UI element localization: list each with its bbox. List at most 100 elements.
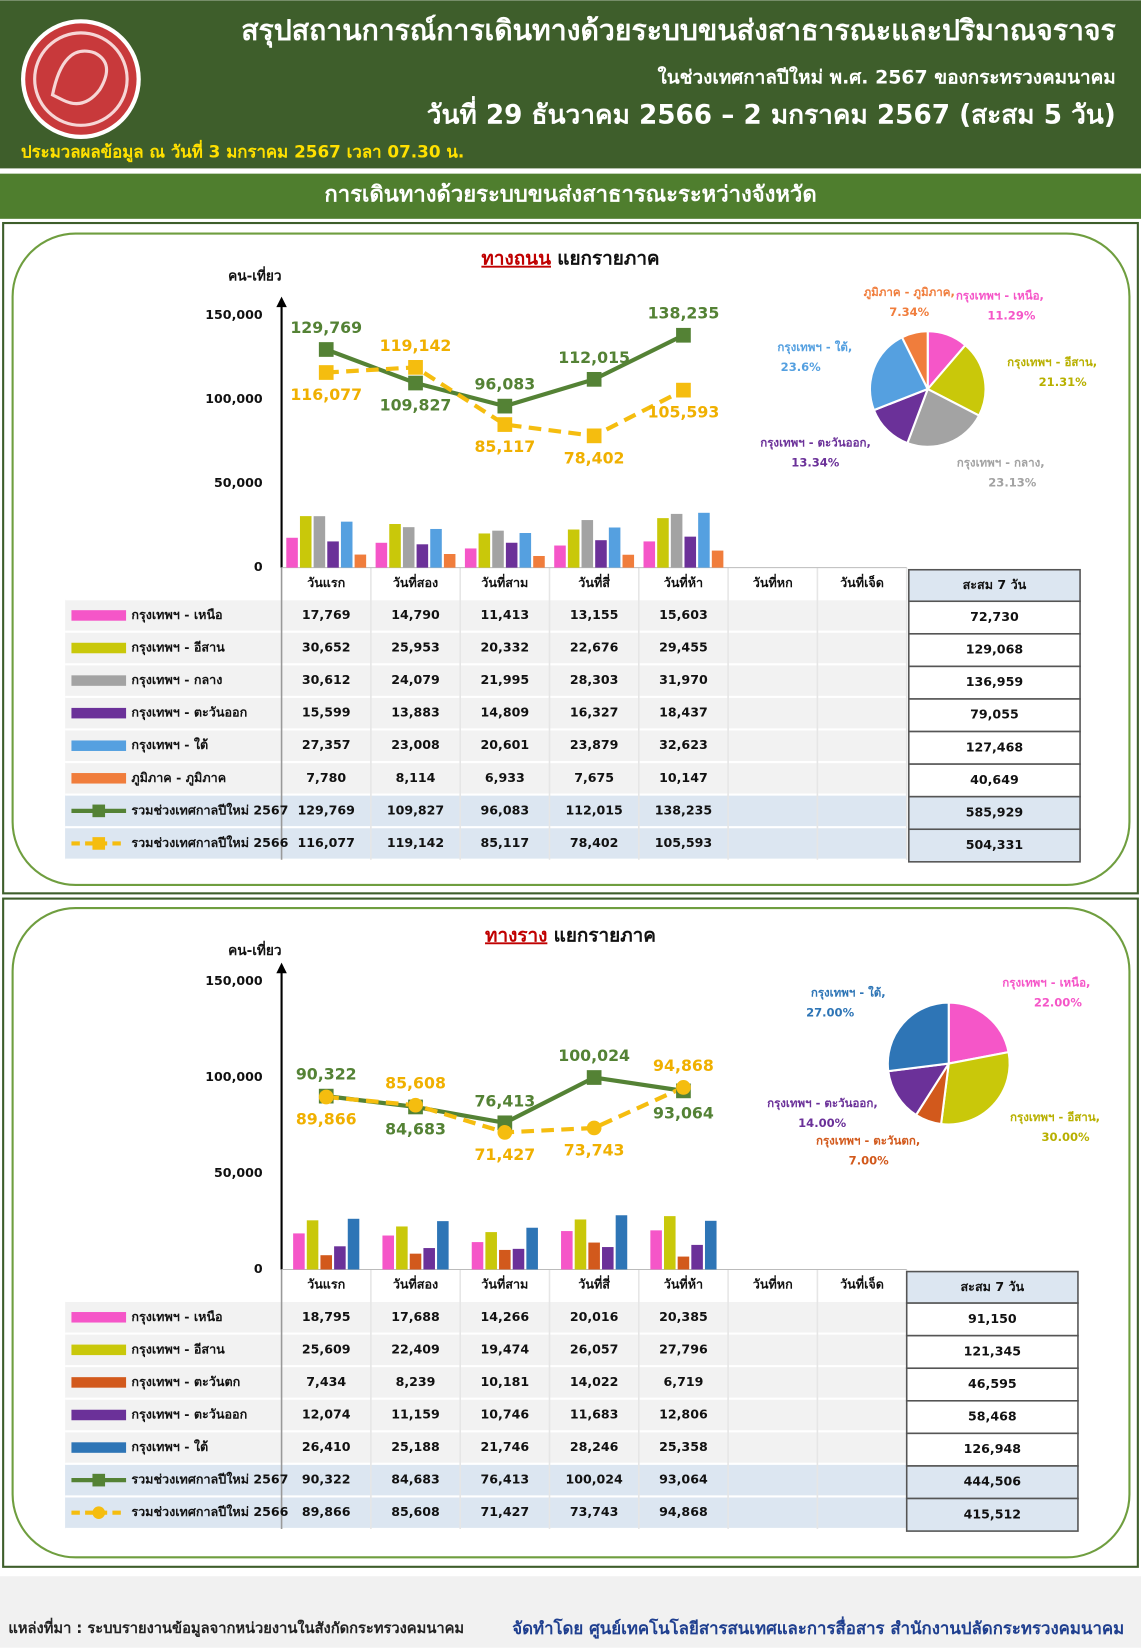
data-label: 96,083: [474, 375, 535, 394]
table-cell: 25,953: [391, 640, 440, 655]
legend-label: รวมช่วงเทศกาลปีใหม่ 2566: [131, 1504, 288, 1519]
bar: [320, 1255, 333, 1270]
legend-label: รวมช่วงเทศกาลปีใหม่ 2567: [131, 802, 288, 817]
y-tick-label: 100,000: [205, 391, 263, 406]
marker: [586, 1120, 602, 1136]
table-cell: 85,117: [481, 835, 530, 850]
bar: [423, 1248, 435, 1270]
legend-swatch: [71, 610, 127, 621]
table-cell: 90,322: [302, 1472, 351, 1487]
table-cell: 27,357: [302, 737, 351, 752]
bar: [334, 1246, 346, 1270]
table-row-bg: [65, 1463, 907, 1497]
table-cell: 24,079: [391, 672, 440, 687]
y-tick-label: 0: [254, 1261, 263, 1276]
data-label: 78,402: [564, 448, 625, 467]
data-label: 129,769: [290, 318, 362, 337]
legend-label: กรุงเทพฯ - อีสาน: [131, 640, 225, 656]
marker: [408, 1097, 423, 1113]
bar: [416, 544, 429, 568]
x-tick-label: วันที่สี่: [578, 573, 610, 590]
total-value: 46,595: [968, 1376, 1017, 1391]
marker: [497, 1125, 513, 1140]
table-cell: 89,866: [302, 1504, 351, 1519]
legend-label: กรุงเทพฯ - ตะวันตก: [131, 1374, 240, 1390]
bar: [437, 1221, 449, 1270]
bar: [561, 1231, 573, 1270]
marker: [318, 342, 334, 357]
bar: [293, 1233, 305, 1270]
table-row-bg: [65, 794, 907, 828]
data-label: 90,322: [296, 1065, 357, 1084]
total-cell: [908, 600, 1081, 635]
data-label: 93,064: [653, 1103, 714, 1122]
table-cell: 14,266: [481, 1309, 530, 1324]
pie-value-label: 13.34%: [791, 456, 840, 470]
table-cell: 7,675: [574, 770, 614, 785]
bar: [608, 527, 621, 568]
pie-label: กรุงเทพฯ - เหนือ,: [1002, 975, 1090, 990]
total-value: 121,345: [964, 1343, 1021, 1358]
table-cell: 78,402: [570, 835, 619, 850]
table-cell: 25,358: [659, 1439, 708, 1454]
total-cell: [905, 1302, 1079, 1337]
header-title: สรุปสถานการณ์การเดินทางด้วยระบบขนส่งสาธา…: [241, 14, 1116, 48]
bar: [430, 528, 442, 568]
table-cell: 100,024: [565, 1472, 623, 1487]
total-cell: [908, 730, 1081, 765]
data-label: 76,413: [474, 1091, 535, 1110]
y-tick-label: 50,000: [214, 1165, 263, 1180]
legend-swatch: [71, 642, 127, 654]
bar: [492, 530, 504, 568]
legend-label: ภูมิภาค - ภูมิภาค: [131, 770, 226, 786]
footer-source: แหล่งที่มา : ระบบรายงานข้อมูลจากหน่วยงาน…: [8, 1617, 464, 1638]
table-cell: 14,022: [570, 1374, 619, 1389]
legend-marker: [92, 1506, 106, 1520]
y-axis-label: คน-เที่ยว: [228, 940, 281, 959]
x-tick-label: วันที่ห้า: [664, 1275, 703, 1292]
bar: [464, 548, 477, 568]
total-header: สะสม 7 วัน: [963, 577, 1027, 592]
bar: [691, 1244, 703, 1270]
total-cell: [908, 828, 1081, 863]
marker: [318, 1089, 334, 1105]
bar: [650, 1230, 662, 1270]
table-cell: 16,327: [570, 705, 619, 720]
x-tick-label: วันที่เจ็ด: [840, 1275, 884, 1292]
legend-swatch: [71, 1312, 127, 1323]
legend-label: กรุงเทพฯ - ตะวันออก: [131, 705, 247, 721]
table-cell: 23,879: [570, 737, 619, 752]
data-label: 71,427: [474, 1145, 535, 1164]
y-axis-arrow: [276, 296, 287, 308]
bar: [622, 554, 635, 568]
x-tick-label: วันที่ห้า: [664, 573, 703, 590]
table-cell: 20,385: [659, 1309, 708, 1324]
table-cell: 23,008: [391, 737, 440, 752]
processed-date: ประมวลผลข้อมูล ณ วันที่ 3 มกราคม 2567 เว…: [21, 140, 464, 164]
table-cell: 28,246: [570, 1439, 619, 1454]
legend-swatch: [71, 1344, 127, 1356]
pie-label: กรุงเทพฯ - ตะวันออก,: [760, 436, 871, 451]
y-tick-label: 100,000: [205, 1069, 263, 1084]
total-cell: [908, 633, 1081, 668]
legend-swatch: [71, 1409, 127, 1421]
table-cell: 116,077: [298, 835, 355, 850]
bar: [478, 533, 491, 568]
legend-swatch: [71, 773, 127, 784]
bar: [526, 1227, 538, 1270]
table-cell: 6,719: [664, 1374, 704, 1389]
x-tick-label: วันแรก: [307, 1277, 345, 1292]
table-cell: 29,455: [659, 640, 708, 655]
title-highlight: ทางถนน: [481, 247, 551, 269]
marker: [676, 382, 691, 398]
table-cell: 25,188: [391, 1439, 440, 1454]
bar: [615, 1215, 628, 1270]
bar: [354, 554, 367, 568]
table-cell: 11,413: [481, 607, 530, 622]
total-cell: [905, 1497, 1079, 1532]
table-cell: 11,159: [391, 1406, 440, 1421]
total-value: 415,512: [964, 1506, 1021, 1521]
legend-label: กรุงเทพฯ - อีสาน: [131, 1341, 225, 1357]
table-cell: 10,746: [481, 1406, 530, 1421]
